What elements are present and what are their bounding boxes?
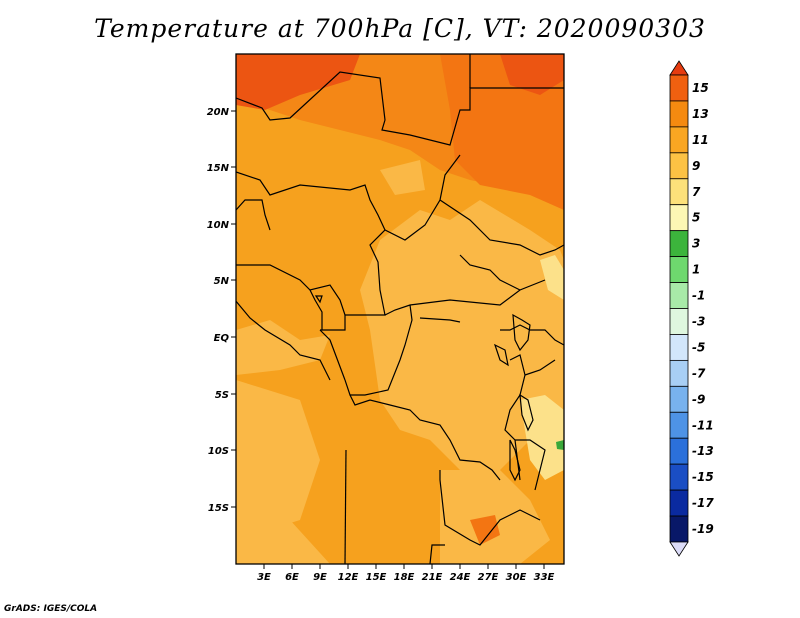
map-frame	[235, 53, 565, 565]
region-7-9-sw	[236, 470, 330, 564]
region-7-9-north	[380, 160, 425, 195]
colorbar-label: 15	[692, 81, 709, 95]
longitude-axis: 3E 6E 9E 12E 15E 18E 21E 24E 27E 30E 33E	[257, 564, 555, 583]
colorbar-label: -9	[692, 392, 705, 406]
region-5-7-east	[520, 395, 564, 480]
colorbar-swatch	[669, 463, 689, 491]
colorbar-label: -3	[692, 315, 705, 329]
lon-tick-label: 15E	[366, 572, 387, 583]
colorbar-label: -7	[692, 366, 706, 380]
lat-tick-label: 15S	[208, 503, 229, 514]
lat-tick-label: 10N	[207, 220, 230, 231]
country-borders	[236, 54, 564, 564]
lon-tick-label: 12E	[338, 572, 359, 583]
lon-tick-label: 21E	[422, 572, 443, 583]
lon-tick-label: 3E	[257, 572, 271, 583]
colorbar-swatch	[669, 411, 689, 439]
colorbar-swatch	[669, 437, 689, 465]
region-11-13-south	[470, 515, 500, 545]
colorbar-bottom-arrow	[669, 541, 689, 557]
region-5-7-rift	[540, 255, 564, 300]
colorbar-label: 13	[692, 107, 709, 121]
colorbar-label: 11	[692, 133, 709, 147]
colorbar-label: 3	[692, 237, 700, 251]
colorbar-swatch	[669, 489, 689, 517]
colorbar-label: -5	[692, 340, 705, 354]
region-11-13-northeast	[440, 54, 564, 210]
colorbar-swatch	[669, 230, 689, 258]
colorbar-swatch	[669, 334, 689, 361]
colorbar-swatch	[669, 385, 689, 413]
colorbar-swatch	[669, 152, 689, 180]
region-13-15-northwest	[236, 54, 360, 110]
lat-tick-label: EQ	[214, 333, 230, 344]
latitude-axis: 20N 15N 10N 5N EQ 5S 10S 15S	[207, 107, 236, 514]
colorbar-swatch	[669, 126, 689, 154]
lat-tick-label: 15N	[207, 163, 230, 174]
lon-tick-label: 18E	[394, 572, 415, 583]
colorbar-label: -13	[692, 444, 714, 458]
colorbar: 15 13 11 9 7 5 3 1 -1 -3 -5 -7 -9 -11 -13 -15 -17 -19	[669, 60, 714, 557]
lat-tick-label: 5N	[214, 276, 230, 287]
lon-tick-label: 27E	[478, 572, 499, 583]
colorbar-label: 9	[692, 159, 700, 173]
colorbar-label: -1	[692, 289, 705, 303]
colorbar-swatch	[669, 204, 689, 232]
colorbar-swatch	[669, 100, 689, 128]
region-3-5-coast	[556, 440, 564, 450]
lon-tick-label: 24E	[450, 572, 471, 583]
lon-tick-label: 6E	[285, 572, 299, 583]
region-7-9-center	[360, 200, 564, 470]
lon-tick-label: 9E	[313, 572, 327, 583]
region-13-15-ne	[500, 54, 564, 95]
lakes	[314, 295, 534, 482]
colorbar-swatch	[669, 256, 689, 283]
colorbar-swatch	[669, 359, 689, 387]
colorbar-label: 5	[692, 211, 700, 225]
colorbar-swatch	[669, 515, 689, 543]
lon-tick-label: 30E	[506, 572, 527, 583]
colorbar-label: 7	[692, 185, 701, 199]
map-title: Temperature at 700hPa [C], VT: 202009030…	[94, 14, 706, 43]
lat-tick-label: 5S	[215, 390, 229, 401]
colorbar-swatch	[669, 282, 689, 309]
colorbar-swatch	[669, 74, 689, 102]
colorbar-label: -17	[692, 496, 714, 510]
lat-tick-label: 10S	[208, 446, 229, 457]
colorbar-label: -15	[692, 470, 714, 484]
colorbar-label: -11	[692, 418, 714, 432]
colorbar-swatch	[669, 178, 689, 206]
colorbar-swatch	[669, 308, 689, 335]
colorbar-label: 1	[692, 263, 700, 277]
lat-tick-label: 20N	[207, 107, 230, 118]
region-7-9-coast	[236, 320, 330, 375]
credit-text: GrADS: IGES/COLA	[4, 604, 98, 614]
colorbar-label: -19	[692, 522, 714, 536]
temperature-map	[236, 54, 564, 564]
lon-tick-label: 33E	[534, 572, 555, 583]
colorbar-top-arrow	[669, 60, 689, 76]
